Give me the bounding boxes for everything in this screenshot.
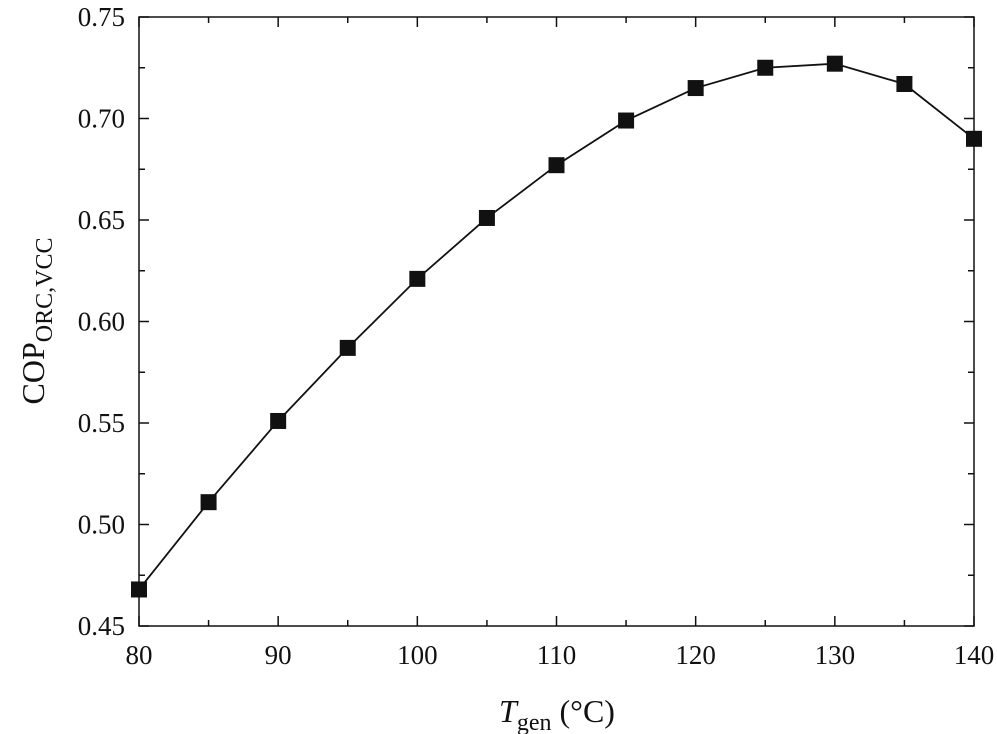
- x-tick-label: 80: [126, 640, 153, 670]
- data-point: [687, 80, 704, 97]
- data-point: [339, 339, 356, 356]
- x-axis-label-main: T: [499, 693, 519, 729]
- series-line: [138, 62, 975, 591]
- plot-border: [138, 16, 975, 627]
- series-layer: [131, 55, 982, 598]
- y-tick-label: 0.45: [78, 611, 125, 641]
- data-point: [618, 112, 635, 129]
- x-axis-label-unit: (°C): [552, 693, 615, 729]
- data-point: [478, 209, 495, 226]
- y-tick-label: 0.70: [78, 104, 125, 134]
- data-point: [270, 412, 287, 429]
- y-tick-label: 0.50: [78, 510, 125, 540]
- x-axis-label: Tgen (°C): [499, 693, 615, 734]
- x-tick-label: 140: [954, 640, 995, 670]
- data-point: [757, 59, 774, 76]
- data-point: [548, 157, 565, 174]
- y-axis-label: COPORC,VCC: [15, 238, 58, 405]
- plot-frame: [138, 16, 975, 627]
- data-point: [200, 494, 217, 511]
- data-point: [131, 581, 147, 598]
- data-point: [826, 55, 843, 72]
- data-point: [966, 130, 982, 147]
- x-tick-label: 100: [397, 640, 438, 670]
- x-tick-label: 120: [675, 640, 716, 670]
- x-tick-label: 130: [815, 640, 856, 670]
- x-tick-label: 110: [537, 640, 577, 670]
- data-point: [409, 270, 426, 287]
- y-axis-label-sub: ORC,VCC: [32, 238, 58, 343]
- x-axis-label-sub: gen: [517, 710, 552, 734]
- axis-ticks: [138, 16, 975, 627]
- y-tick-label: 0.65: [78, 205, 125, 235]
- y-tick-label: 0.75: [78, 2, 125, 32]
- data-point: [896, 75, 913, 92]
- x-tick-label: 90: [265, 640, 292, 670]
- y-axis-label-main: COP: [15, 342, 51, 404]
- tick-labels: 80 90 100 110 120 130 140 0.45 0.50 0.55 0.60 0.65 0…: [78, 2, 995, 670]
- y-tick-label: 0.60: [78, 307, 125, 337]
- y-tick-label: 0.55: [78, 408, 125, 438]
